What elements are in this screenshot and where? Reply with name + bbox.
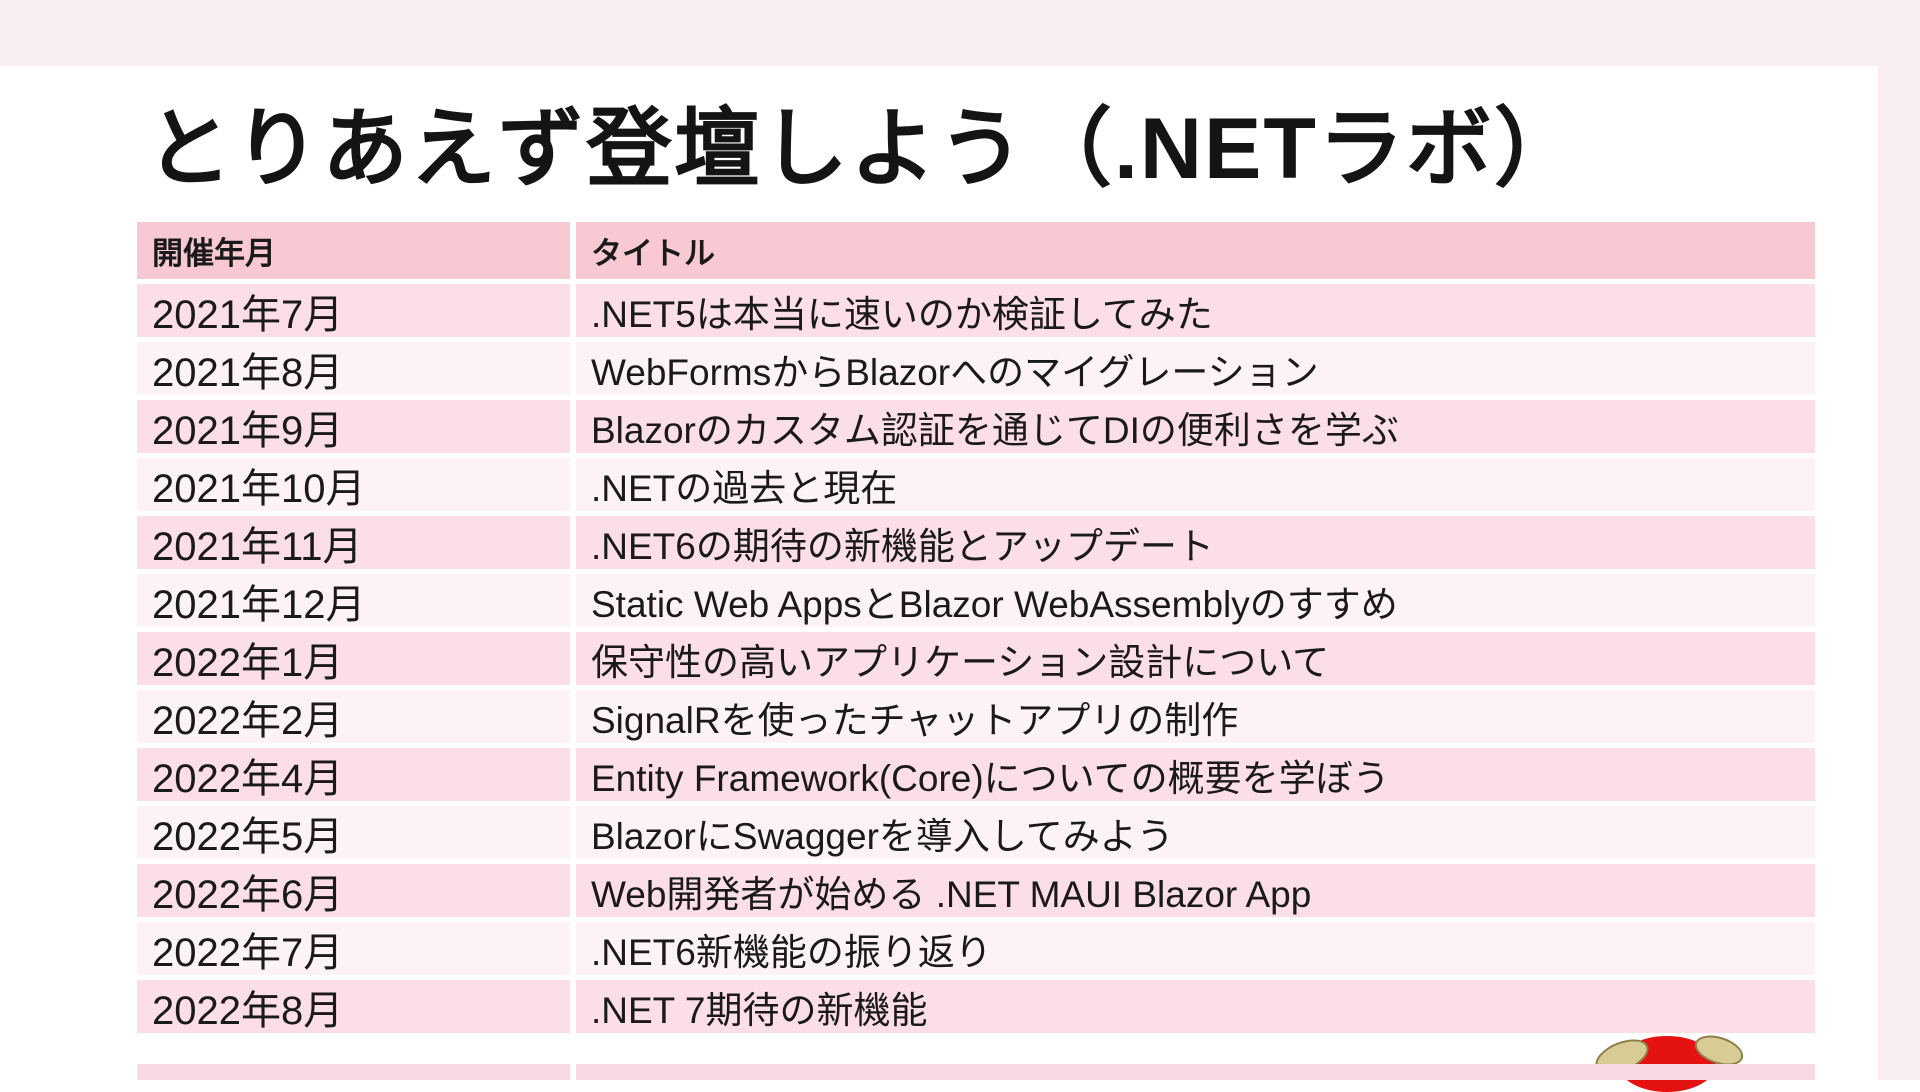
- slide-title: とりあえず登壇しよう（.NETラボ）: [146, 101, 1582, 197]
- session-date-cell: 2021年7月: [137, 284, 570, 337]
- session-date-cell: 2022年6月: [137, 864, 570, 917]
- cutoff-title-cell: [576, 1064, 1815, 1080]
- table-row: 2021年7月 .NET5は本当に速いのか検証してみた: [137, 284, 1815, 337]
- cutoff-date-cell: [137, 1064, 570, 1080]
- session-date-cell: 2021年9月: [137, 400, 570, 453]
- table-header-row: 開催年月 タイトル: [137, 222, 1815, 279]
- session-title-cell: Web開発者が始める .NET MAUI Blazor App: [576, 864, 1815, 917]
- session-title-cell: Entity Framework(Core)についての概要を学ぼう: [576, 748, 1815, 801]
- table-row: 2021年12月 Static Web AppsとBlazor WebAssem…: [137, 574, 1815, 627]
- session-date-cell: 2022年8月: [137, 980, 570, 1033]
- table-row: 2022年2月 SignalRを使ったチャットアプリの制作: [137, 690, 1815, 743]
- table-row: 2022年4月 Entity Framework(Core)についての概要を学ぼ…: [137, 748, 1815, 801]
- session-title-cell: BlazorにSwaggerを導入してみよう: [576, 806, 1815, 859]
- session-date-cell: 2021年12月: [137, 574, 570, 627]
- sessions-table: 開催年月 タイトル 2021年7月 .NET5は本当に速いのか検証してみた 20…: [137, 222, 1815, 1038]
- session-title-cell: .NET 7期待の新機能: [576, 980, 1815, 1033]
- session-title-cell: .NET5は本当に速いのか検証してみた: [576, 284, 1815, 337]
- session-title-cell: WebFormsからBlazorへのマイグレーション: [576, 342, 1815, 395]
- table-row: 2022年7月 .NET6新機能の振り返り: [137, 922, 1815, 975]
- table-body: 2021年7月 .NET5は本当に速いのか検証してみた 2021年8月 WebF…: [137, 284, 1815, 1033]
- session-title-cell: .NET6新機能の振り返り: [576, 922, 1815, 975]
- table-row: 2022年8月 .NET 7期待の新機能: [137, 980, 1815, 1033]
- session-title-cell: 保守性の高いアプリケーション設計について: [576, 632, 1815, 685]
- column-header-title: タイトル: [576, 222, 1815, 279]
- table-row: 2021年8月 WebFormsからBlazorへのマイグレーション: [137, 342, 1815, 395]
- table-row: 2021年9月 Blazorのカスタム認証を通じてDIの便利さを学ぶ: [137, 400, 1815, 453]
- session-date-cell: 2021年10月: [137, 458, 570, 511]
- table-row-cutoff: [137, 1064, 1815, 1080]
- session-date-cell: 2022年1月: [137, 632, 570, 685]
- session-date-cell: 2022年7月: [137, 922, 570, 975]
- session-date-cell: 2022年5月: [137, 806, 570, 859]
- session-title-cell: Blazorのカスタム認証を通じてDIの便利さを学ぶ: [576, 400, 1815, 453]
- session-date-cell: 2022年2月: [137, 690, 570, 743]
- session-date-cell: 2022年4月: [137, 748, 570, 801]
- session-title-cell: Static Web AppsとBlazor WebAssemblyのすすめ: [576, 574, 1815, 627]
- session-title-cell: .NET6の期待の新機能とアップデート: [576, 516, 1815, 569]
- column-header-date: 開催年月: [137, 222, 570, 279]
- session-title-cell: SignalRを使ったチャットアプリの制作: [576, 690, 1815, 743]
- session-date-cell: 2021年11月: [137, 516, 570, 569]
- page-margin-top: [0, 0, 1920, 66]
- table-row: 2021年11月 .NET6の期待の新機能とアップデート: [137, 516, 1815, 569]
- page-margin-right: [1878, 0, 1920, 1080]
- table-row: 2022年6月 Web開発者が始める .NET MAUI Blazor App: [137, 864, 1815, 917]
- table-row: 2021年10月 .NETの過去と現在: [137, 458, 1815, 511]
- table-row: 2022年1月 保守性の高いアプリケーション設計について: [137, 632, 1815, 685]
- session-date-cell: 2021年8月: [137, 342, 570, 395]
- session-title-cell: .NETの過去と現在: [576, 458, 1815, 511]
- table-row: 2022年5月 BlazorにSwaggerを導入してみよう: [137, 806, 1815, 859]
